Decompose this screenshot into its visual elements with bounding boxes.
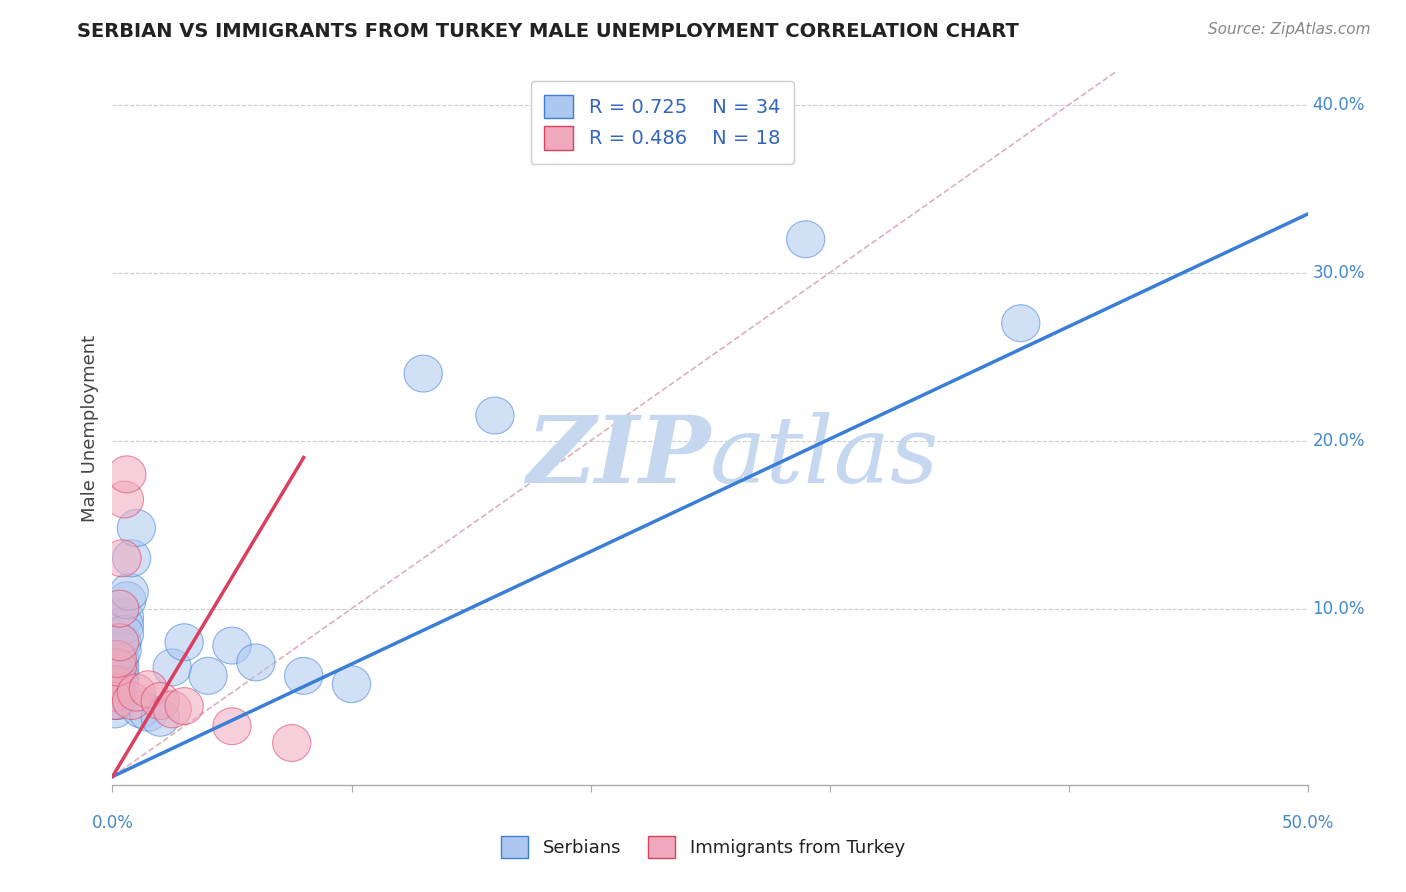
Ellipse shape bbox=[112, 682, 150, 720]
Ellipse shape bbox=[96, 682, 134, 720]
Ellipse shape bbox=[212, 627, 252, 664]
Text: 20.0%: 20.0% bbox=[1312, 432, 1365, 450]
Legend: Serbians, Immigrants from Turkey: Serbians, Immigrants from Turkey bbox=[494, 829, 912, 865]
Ellipse shape bbox=[98, 665, 136, 703]
Ellipse shape bbox=[96, 674, 134, 711]
Text: atlas: atlas bbox=[710, 412, 939, 501]
Ellipse shape bbox=[105, 615, 143, 652]
Ellipse shape bbox=[141, 699, 180, 736]
Ellipse shape bbox=[96, 691, 134, 728]
Text: Source: ZipAtlas.com: Source: ZipAtlas.com bbox=[1208, 22, 1371, 37]
Ellipse shape bbox=[475, 397, 515, 434]
Ellipse shape bbox=[98, 682, 136, 720]
Ellipse shape bbox=[103, 624, 141, 661]
Ellipse shape bbox=[96, 665, 134, 703]
Ellipse shape bbox=[141, 682, 180, 720]
Text: ZIP: ZIP bbox=[526, 412, 710, 501]
Ellipse shape bbox=[122, 691, 160, 728]
Ellipse shape bbox=[117, 674, 156, 711]
Ellipse shape bbox=[153, 649, 191, 686]
Ellipse shape bbox=[165, 688, 204, 724]
Ellipse shape bbox=[101, 591, 139, 627]
Ellipse shape bbox=[98, 649, 136, 686]
Y-axis label: Male Unemployment: Male Unemployment bbox=[80, 334, 98, 522]
Ellipse shape bbox=[96, 674, 134, 711]
Legend: R = 0.725    N = 34, R = 0.486    N = 18: R = 0.725 N = 34, R = 0.486 N = 18 bbox=[530, 81, 794, 163]
Text: 0.0%: 0.0% bbox=[91, 814, 134, 831]
Ellipse shape bbox=[273, 724, 311, 762]
Ellipse shape bbox=[96, 682, 134, 720]
Text: 30.0%: 30.0% bbox=[1312, 264, 1365, 282]
Ellipse shape bbox=[236, 644, 276, 681]
Ellipse shape bbox=[112, 540, 150, 577]
Ellipse shape bbox=[101, 640, 139, 678]
Ellipse shape bbox=[284, 657, 323, 694]
Text: 10.0%: 10.0% bbox=[1312, 599, 1365, 617]
Ellipse shape bbox=[786, 221, 825, 258]
Ellipse shape bbox=[98, 674, 136, 711]
Ellipse shape bbox=[105, 607, 143, 644]
Ellipse shape bbox=[332, 665, 371, 703]
Ellipse shape bbox=[129, 694, 167, 731]
Ellipse shape bbox=[404, 355, 443, 392]
Ellipse shape bbox=[108, 582, 146, 619]
Ellipse shape bbox=[117, 509, 156, 547]
Ellipse shape bbox=[188, 657, 228, 694]
Ellipse shape bbox=[108, 456, 146, 492]
Ellipse shape bbox=[101, 624, 139, 661]
Ellipse shape bbox=[165, 624, 204, 661]
Ellipse shape bbox=[212, 707, 252, 745]
Ellipse shape bbox=[103, 632, 141, 669]
Ellipse shape bbox=[101, 665, 139, 703]
Ellipse shape bbox=[101, 657, 139, 694]
Ellipse shape bbox=[110, 574, 149, 610]
Ellipse shape bbox=[105, 599, 143, 635]
Ellipse shape bbox=[105, 481, 143, 518]
Ellipse shape bbox=[153, 691, 191, 728]
Ellipse shape bbox=[1001, 305, 1040, 342]
Ellipse shape bbox=[129, 671, 167, 707]
Ellipse shape bbox=[98, 640, 136, 678]
Text: 40.0%: 40.0% bbox=[1312, 96, 1365, 114]
Text: 50.0%: 50.0% bbox=[1281, 814, 1334, 831]
Ellipse shape bbox=[98, 657, 136, 694]
Ellipse shape bbox=[103, 540, 141, 577]
Text: SERBIAN VS IMMIGRANTS FROM TURKEY MALE UNEMPLOYMENT CORRELATION CHART: SERBIAN VS IMMIGRANTS FROM TURKEY MALE U… bbox=[77, 22, 1019, 41]
Ellipse shape bbox=[101, 649, 139, 686]
